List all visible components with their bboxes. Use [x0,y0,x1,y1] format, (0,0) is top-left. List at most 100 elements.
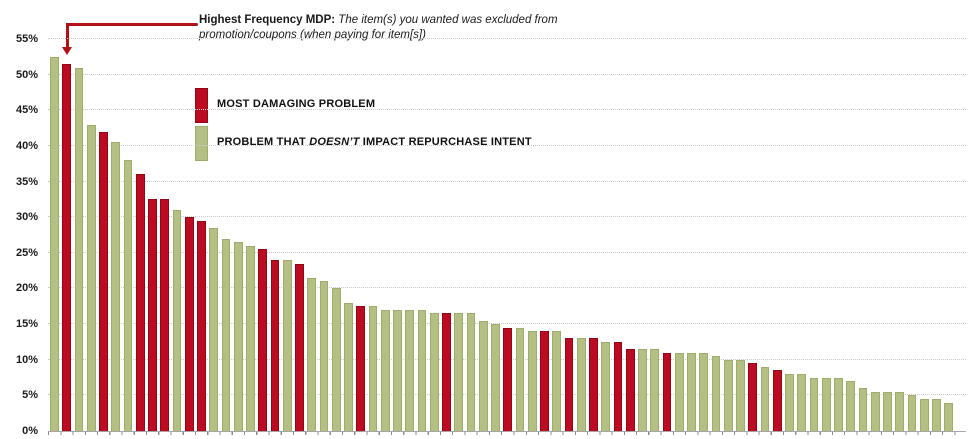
bar-no-impact [429,313,439,431]
bar-no-impact [491,324,500,431]
bar-no-impact [111,142,121,431]
x-axis-line [48,431,966,432]
bar-no-impact [466,313,476,431]
bar-no-impact [233,242,243,431]
bar-no-impact [809,377,819,431]
bar-no-impact [172,210,182,431]
y-axis-label: 40% [15,139,38,152]
bar-no-impact [797,373,807,431]
bar-no-impact [417,309,427,431]
bar-no-impact [687,352,696,431]
y-axis-label: 5% [22,389,38,402]
legend-swatch-no-impact [195,126,208,161]
y-axis-label: 10% [15,353,38,366]
bar-no-impact [944,402,954,431]
bar-most-damaging [62,63,72,431]
bar-no-impact [246,245,255,431]
bar-no-impact [221,238,231,431]
bar-no-impact [785,373,794,431]
y-axis-label: 50% [15,68,38,81]
bar-no-impact [870,391,880,431]
y-axis-label: 15% [15,318,38,331]
bar-most-damaging [270,259,280,431]
bar-most-damaging [197,220,206,431]
annotation-bold: Highest Frequency MDP: [199,14,336,26]
annotation-arrow-line-vertical [66,23,69,48]
bar-no-impact [74,67,84,431]
bar-no-impact [50,56,59,431]
gridline [48,109,966,111]
y-axis-label: 45% [15,104,38,117]
bar-no-impact [932,398,941,431]
bar-most-damaging [503,327,513,431]
bar-no-impact [907,395,917,431]
x-axis-ticks [48,432,966,435]
bar-no-impact [858,388,868,431]
y-axis-label: 20% [15,282,38,295]
bar-no-impact [393,309,402,431]
bar-most-damaging [99,131,108,431]
bar-chart-plot-area [48,38,966,431]
bar-no-impact [601,341,611,431]
bar-no-impact [723,359,733,431]
bar-no-impact [760,366,770,431]
bar-most-damaging [589,338,598,431]
bar-no-impact [307,277,317,431]
bar-no-impact [515,327,525,431]
bar-most-damaging [662,352,672,431]
bar-no-impact [883,391,892,431]
bar-no-impact [368,306,378,431]
bar-no-impact [919,398,929,431]
bar-no-impact [478,320,488,431]
bar-no-impact [282,259,292,431]
gridline [48,180,966,182]
y-axis-label: 55% [15,33,38,45]
bar-no-impact [674,352,684,431]
gridline [48,323,966,325]
bar-no-impact [846,381,856,431]
bar-most-damaging [442,313,451,431]
bar-no-impact [650,349,660,431]
bar-no-impact [86,124,96,431]
bar-no-impact [552,331,562,431]
bar-no-impact [405,309,415,431]
gridline [48,216,966,218]
bar-most-damaging [135,174,145,431]
bar-no-impact [344,302,353,431]
bar-no-impact [123,160,133,431]
annotation-arrow-head-icon [62,47,72,55]
annotation-arrow-line-horizontal [66,23,198,26]
y-axis-label: 0% [22,425,38,437]
bar-no-impact [699,352,709,431]
bar-no-impact [821,377,831,431]
gridline [48,287,966,289]
bar-no-impact [895,391,905,431]
bar-most-damaging [160,199,170,431]
gridline [48,251,966,253]
bar-most-damaging [613,341,623,431]
bar-most-damaging [258,249,268,431]
gridline [48,144,966,146]
legend-swatch-most-damaging [195,88,208,123]
bar-no-impact [527,331,537,431]
bar-most-damaging [564,338,574,431]
bar-no-impact [209,227,219,431]
legend-label-most-damaging: MOST DAMAGING PROBLEM [217,98,376,110]
bar-no-impact [454,313,464,431]
bar-no-impact [319,281,329,431]
bar-no-impact [380,309,390,431]
y-axis-label: 25% [15,246,38,259]
bar-no-impact [576,338,586,431]
bar-most-damaging [625,349,635,431]
bar-most-damaging [540,331,549,431]
bar-most-damaging [772,370,782,431]
y-axis-label: 30% [15,211,38,224]
bar-no-impact [736,359,745,431]
y-axis: 0% 5% 10% 15% 20% 25% 30% 35% 40% 45% 50% 55% [0,33,40,437]
bar-most-damaging [748,363,758,431]
bar-most-damaging [148,199,157,431]
bar-no-impact [711,356,721,431]
bar-most-damaging [295,263,304,431]
gridline [48,38,966,39]
